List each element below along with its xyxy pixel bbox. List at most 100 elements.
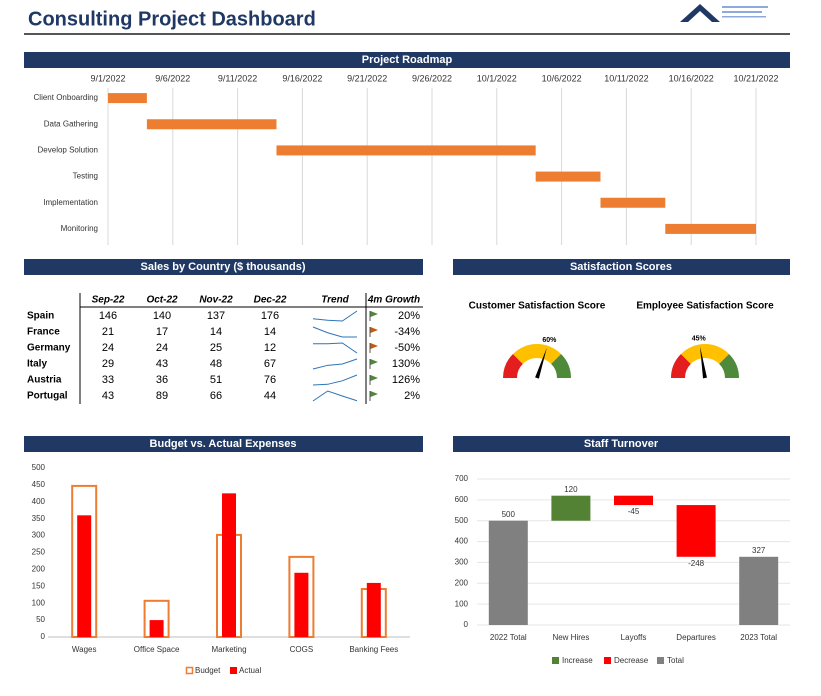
gauge-needle [535,347,547,379]
section-title: Staff Turnover [584,438,659,450]
cell: 66 [210,390,222,402]
flag [370,375,378,381]
section-header [453,436,790,452]
column-header: Oct-22 [146,295,178,306]
gauge-band [680,344,730,364]
gantt-bar [276,145,536,156]
cell: 140 [153,310,171,322]
growth: -34% [394,326,420,338]
cell: 33 [102,374,114,386]
flag [370,327,378,333]
gauge-title: Customer Satisfaction Score [469,301,606,312]
country: France [27,327,60,338]
gauge-band [503,353,523,378]
section-header [24,436,423,452]
x-tick-label: Wages [72,645,97,654]
country: Austria [27,375,62,386]
y-tick-label: 0 [41,632,46,641]
x-tick-label: 9/16/2022 [282,73,322,83]
x-tick-label: 10/21/2022 [733,73,778,83]
waterfall-bar [551,495,591,521]
cell: 44 [264,390,276,402]
legend-swatch [552,657,559,664]
cell: 21 [102,326,114,338]
cell: 51 [210,374,222,386]
cell: 43 [156,358,168,370]
growth: 130% [392,358,420,370]
country: Portugal [27,391,68,402]
bar [366,582,381,637]
x-tick-label: 10/16/2022 [669,73,714,83]
y-tick-label: 200 [455,578,469,587]
data-label: -248 [688,559,705,568]
cell: 67 [264,358,276,370]
x-tick-label: Layoffs [621,633,647,642]
cell: 36 [156,374,168,386]
sparkline [312,310,358,322]
gauge-value: 45% [692,335,707,342]
bar [294,572,309,637]
y-tick-label: 50 [36,615,45,624]
section-header [24,259,423,275]
cell: 14 [264,326,276,338]
gauge-band [719,353,739,378]
gantt-bar [146,119,277,130]
cell: 24 [156,342,168,354]
y-tick-label: 600 [455,495,469,504]
y-tick-label: 100 [32,598,46,607]
column-header: 4m Growth [367,295,420,306]
gauge-band [671,353,691,378]
x-tick-label: 9/21/2022 [347,73,387,83]
sparkline [312,390,358,402]
cell: 25 [210,342,222,354]
waterfall-bar [488,520,528,625]
y-tick-label: 400 [32,497,46,506]
y-tick-label: 150 [32,581,46,590]
y-tick-label: 500 [455,516,469,525]
x-tick-label: Marketing [211,645,246,654]
gauge-band [551,353,571,378]
country: Germany [27,343,71,354]
y-tick-label: 350 [32,514,46,523]
bar [77,515,92,637]
flag [370,311,378,317]
logo [680,4,768,22]
column-header: Sep-22 [92,295,125,306]
sparkline [313,342,358,354]
x-tick-label: Departures [676,633,716,642]
gauge-title: Employee Satisfaction Score [636,301,774,312]
data-label: 500 [502,510,516,519]
gauge-value: 60% [542,337,557,344]
cell: 48 [210,358,222,370]
legend-label: Total [667,656,684,665]
waterfall-bar [676,505,716,557]
column-header: Nov-22 [199,295,233,306]
flag [370,359,378,365]
data-label: 120 [564,485,578,494]
cell: 43 [102,390,114,402]
y-tick-label: 450 [32,480,46,489]
gantt-bar [600,197,666,208]
flag [370,343,378,349]
y-tick-label: 500 [32,463,46,472]
growth: -50% [394,342,420,354]
country: Italy [27,359,47,370]
growth: 126% [392,374,420,386]
cell: 176 [261,310,279,322]
x-tick-label: Banking Fees [349,645,398,654]
cell: 17 [156,326,168,338]
y-tick-label: 0 [464,620,469,629]
gantt-bar [665,223,756,234]
x-tick-label: 9/11/2022 [218,73,257,83]
sparkline [312,326,357,338]
gantt-bar [535,171,601,182]
waterfall-bar [739,556,779,625]
x-tick-label: 9/1/2022 [90,73,125,83]
cell: 89 [156,390,168,402]
y-tick-label: 200 [32,565,46,574]
data-label: -45 [628,507,640,516]
y-tick-label: 300 [32,531,46,540]
section-title: Budget vs. Actual Expenses [150,438,297,450]
cell: 137 [207,310,225,322]
